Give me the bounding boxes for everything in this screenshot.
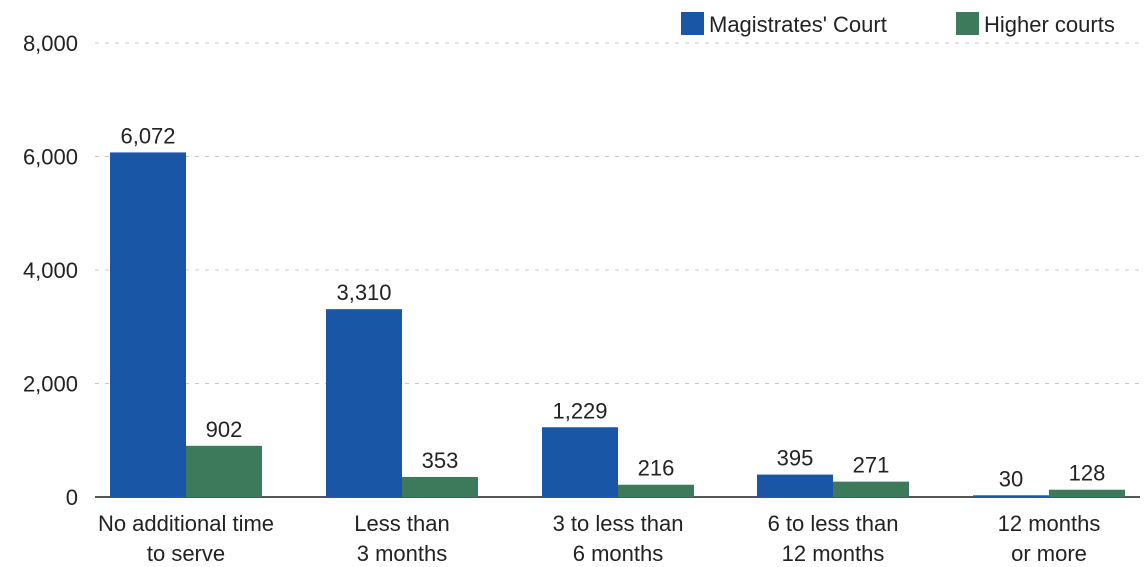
data-label: 353: [422, 448, 459, 473]
bar: [542, 427, 618, 497]
data-label: 1,229: [552, 398, 607, 423]
bar: [186, 445, 262, 497]
data-label: 128: [1069, 461, 1106, 486]
bar: [973, 495, 1049, 497]
legend-label: Magistrates' Court: [709, 12, 887, 37]
data-label: 271: [853, 453, 890, 478]
legend-label: Higher courts: [984, 12, 1115, 37]
x-tick-label: or more: [1011, 541, 1087, 566]
data-label: 30: [999, 466, 1023, 491]
bar: [402, 476, 478, 497]
x-tick-label: 6 months: [573, 541, 664, 566]
x-tick-label: 3 to less than: [553, 511, 684, 536]
legend-swatch: [956, 12, 979, 35]
legend-swatch: [681, 12, 704, 35]
x-tick-label: Less than: [354, 511, 449, 536]
x-tick-label: 6 to less than: [768, 511, 899, 536]
data-label: 902: [206, 417, 243, 442]
x-tick-label: to serve: [147, 541, 225, 566]
x-tick-label: No additional time: [98, 511, 274, 536]
bar: [833, 481, 909, 497]
y-tick-label: 4,000: [23, 258, 78, 283]
data-label: 395: [777, 446, 814, 471]
x-tick-label: 12 months: [782, 541, 885, 566]
bar: [757, 474, 833, 497]
x-tick-label: 3 months: [357, 541, 448, 566]
data-label: 6,072: [120, 123, 175, 148]
y-tick-label: 6,000: [23, 145, 78, 170]
y-tick-label: 8,000: [23, 31, 78, 56]
x-tick-label: 12 months: [998, 511, 1101, 536]
y-tick-label: 0: [66, 485, 78, 510]
data-label: 3,310: [336, 280, 391, 305]
y-tick-label: 2,000: [23, 372, 78, 397]
bar: [326, 309, 402, 497]
data-label: 216: [638, 456, 675, 481]
bar: [110, 152, 186, 497]
bar: [618, 484, 694, 497]
bar: [1049, 489, 1125, 497]
